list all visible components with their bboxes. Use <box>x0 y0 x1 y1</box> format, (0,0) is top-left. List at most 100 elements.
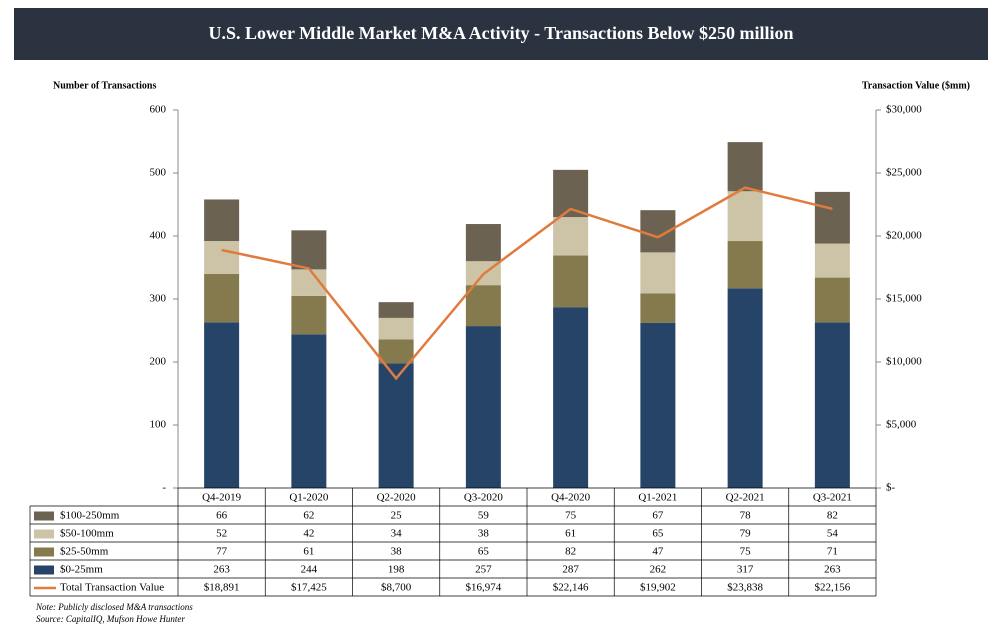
bar-segment <box>378 339 414 364</box>
bar-segment <box>814 277 850 323</box>
bar-segment <box>814 243 850 278</box>
table-value: 34 <box>391 528 403 540</box>
table-value: $23,838 <box>727 582 763 594</box>
bar-segment <box>727 288 763 488</box>
y2-tick-label: $20,000 <box>886 230 922 242</box>
table-value: $22,156 <box>815 582 851 594</box>
note: Source: CapitalIQ, Mufson Howe Hunter <box>36 614 185 624</box>
table-value: 257 <box>475 564 492 576</box>
y-tick-label: 600 <box>150 104 167 116</box>
bar-segment <box>378 302 414 318</box>
bar-segment <box>291 230 327 270</box>
table-value: $17,425 <box>291 582 327 594</box>
table-value: 65 <box>652 528 664 540</box>
table-value: 262 <box>650 564 667 576</box>
bar-segment <box>640 322 676 488</box>
x-tick-label: Q3-2021 <box>813 492 852 504</box>
y2-axis-label: Transaction Value ($mm) <box>862 80 970 91</box>
bar-segment <box>204 241 240 274</box>
bar-segment <box>727 241 763 289</box>
x-tick-label: Q3-2020 <box>464 492 504 504</box>
y2-tick-label: $5,000 <box>886 419 917 431</box>
bar-segment <box>640 293 676 323</box>
bar-segment <box>465 285 501 327</box>
title-bar <box>14 8 988 60</box>
table-value: 77 <box>216 546 228 558</box>
x-tick-label: Q2-2020 <box>377 492 417 504</box>
table-value: 198 <box>388 564 405 576</box>
bar-segment <box>204 322 240 488</box>
y-tick-label: 500 <box>150 167 167 179</box>
bar-segment <box>378 363 414 488</box>
table-value: 75 <box>565 510 577 522</box>
table-value: 61 <box>303 546 314 558</box>
note: Note: Publicly disclosed M&A transaction… <box>35 602 193 612</box>
table-value: 59 <box>478 510 490 522</box>
table-value: 38 <box>478 528 490 540</box>
legend-swatch <box>34 565 54 575</box>
y-tick-label: 200 <box>150 356 167 368</box>
table-value: 78 <box>740 510 752 522</box>
y-axis-label: Number of Transactions <box>53 80 156 91</box>
y2-tick-label: $15,000 <box>886 293 922 305</box>
table-value: 25 <box>391 510 403 522</box>
line-series <box>221 186 833 381</box>
x-tick-label: Q2-2021 <box>726 492 765 504</box>
bar-segment <box>204 273 240 323</box>
table-value: $8,700 <box>381 582 412 594</box>
table-value: $19,902 <box>640 582 676 594</box>
x-tick-label: Q4-2019 <box>202 492 242 504</box>
x-tick-label: Q1-2021 <box>638 492 677 504</box>
legend-label: $100-250mm <box>60 510 120 522</box>
y-tick-label: 100 <box>150 419 167 431</box>
chart-title: U.S. Lower Middle Market M&A Activity - … <box>209 23 794 43</box>
table-value: 42 <box>303 528 314 540</box>
table-value: 79 <box>740 528 752 540</box>
table-value: 52 <box>216 528 227 540</box>
legend-label: $25-50mm <box>60 546 109 558</box>
legend-swatch <box>34 529 54 539</box>
table-value: $22,146 <box>553 582 589 594</box>
y-tick-label: - <box>162 482 166 494</box>
y-tick-label: 400 <box>150 230 167 242</box>
bar-segment <box>553 255 589 308</box>
table-value: 71 <box>827 546 838 558</box>
bar-segment <box>814 322 850 488</box>
bar-segment <box>465 326 501 488</box>
table-value: 75 <box>740 546 752 558</box>
legend-label: $50-100mm <box>60 528 114 540</box>
x-tick-label: Q1-2020 <box>289 492 329 504</box>
bar-segment <box>553 307 589 488</box>
bar-segment <box>465 224 501 262</box>
table-value: $18,891 <box>204 582 240 594</box>
table-value: 65 <box>478 546 490 558</box>
bar-segment <box>204 199 240 242</box>
y2-tick-label: $25,000 <box>886 167 922 179</box>
table-value: 82 <box>565 546 576 558</box>
bar-segment <box>291 334 327 488</box>
table-value: 287 <box>562 564 579 576</box>
table-value: 244 <box>301 564 318 576</box>
table-value: 263 <box>824 564 841 576</box>
legend-label: Total Transaction Value <box>60 582 164 594</box>
bar-segment <box>640 252 676 294</box>
table-value: 67 <box>652 510 664 522</box>
bar-segment <box>727 142 763 192</box>
y-tick-label: 300 <box>150 293 167 305</box>
table-value: 47 <box>652 546 664 558</box>
table-value: 61 <box>565 528 576 540</box>
table-value: 82 <box>827 510 838 522</box>
legend-label: $0-25mm <box>60 564 103 576</box>
y2-tick-label: $10,000 <box>886 356 922 368</box>
table-value: 66 <box>216 510 228 522</box>
table-value: 317 <box>737 564 754 576</box>
y2-tick-label: $30,000 <box>886 104 922 116</box>
legend-swatch <box>34 511 54 521</box>
table-value: 38 <box>391 546 403 558</box>
table-value: 263 <box>213 564 230 576</box>
table-value: 54 <box>827 528 839 540</box>
y2-tick-label: $- <box>886 482 896 494</box>
bar-segment <box>814 191 850 244</box>
bar-segment <box>727 191 763 242</box>
